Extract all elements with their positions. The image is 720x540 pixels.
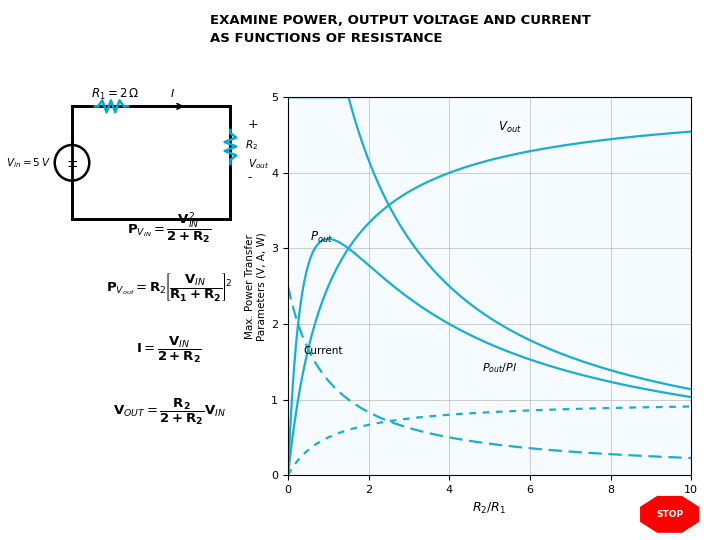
Text: $R_1 = 2\,\Omega$: $R_1 = 2\,\Omega$	[91, 87, 139, 102]
Text: $\mathbf{I} = \dfrac{\mathbf{V}_{IN}}{\mathbf{2+R_2}}$: $\mathbf{I} = \dfrac{\mathbf{V}_{IN}}{\m…	[136, 334, 202, 365]
Text: $V_{out}$: $V_{out}$	[248, 157, 269, 171]
X-axis label: $R_2/R_1$: $R_2/R_1$	[472, 501, 507, 516]
Text: $P_{out}$: $P_{out}$	[310, 230, 333, 245]
Polygon shape	[639, 495, 700, 534]
Text: $V_{in}=5\,V$: $V_{in}=5\,V$	[6, 156, 50, 170]
Text: $I$: $I$	[171, 87, 175, 99]
Text: $R_2$: $R_2$	[245, 138, 258, 152]
Text: $\mathbf{P}_{V_{IN}} = \dfrac{\mathbf{V}_{IN}^2}{\mathbf{2+R_2}}$: $\mathbf{P}_{V_{IN}} = \dfrac{\mathbf{V}…	[127, 211, 212, 246]
Y-axis label: Max. Power Transfer
Parameters (V, A, W): Max. Power Transfer Parameters (V, A, W)	[246, 232, 267, 341]
Bar	[72, 106, 230, 219]
Text: EXAMINE POWER, OUTPUT VOLTAGE AND CURRENT
AS FUNCTIONS OF RESISTANCE: EXAMINE POWER, OUTPUT VOLTAGE AND CURREN…	[210, 14, 591, 45]
Text: $V_{out}$: $V_{out}$	[498, 120, 521, 136]
Text: $P_{out}/Pl$: $P_{out}/Pl$	[482, 361, 517, 375]
Text: +: +	[248, 118, 258, 131]
Text: -: -	[248, 171, 252, 184]
Text: Current: Current	[303, 346, 343, 356]
Text: LEARNING EXAMPLE: LEARNING EXAMPLE	[18, 25, 176, 39]
Text: $\pm$: $\pm$	[66, 156, 78, 170]
Text: STOP: STOP	[656, 510, 683, 519]
Text: $\mathbf{V}_{OUT} = \dfrac{\mathbf{R_2}}{\mathbf{2+R_2}}\mathbf{V}_{IN}$: $\mathbf{V}_{OUT} = \dfrac{\mathbf{R_2}}…	[113, 396, 225, 427]
Text: $\mathbf{P}_{V_{out}} = \mathbf{R}_2\!\left[\dfrac{\mathbf{V}_{IN}}{\mathbf{R_1+: $\mathbf{P}_{V_{out}} = \mathbf{R}_2\!\l…	[106, 272, 233, 303]
FancyArrow shape	[265, 509, 280, 530]
